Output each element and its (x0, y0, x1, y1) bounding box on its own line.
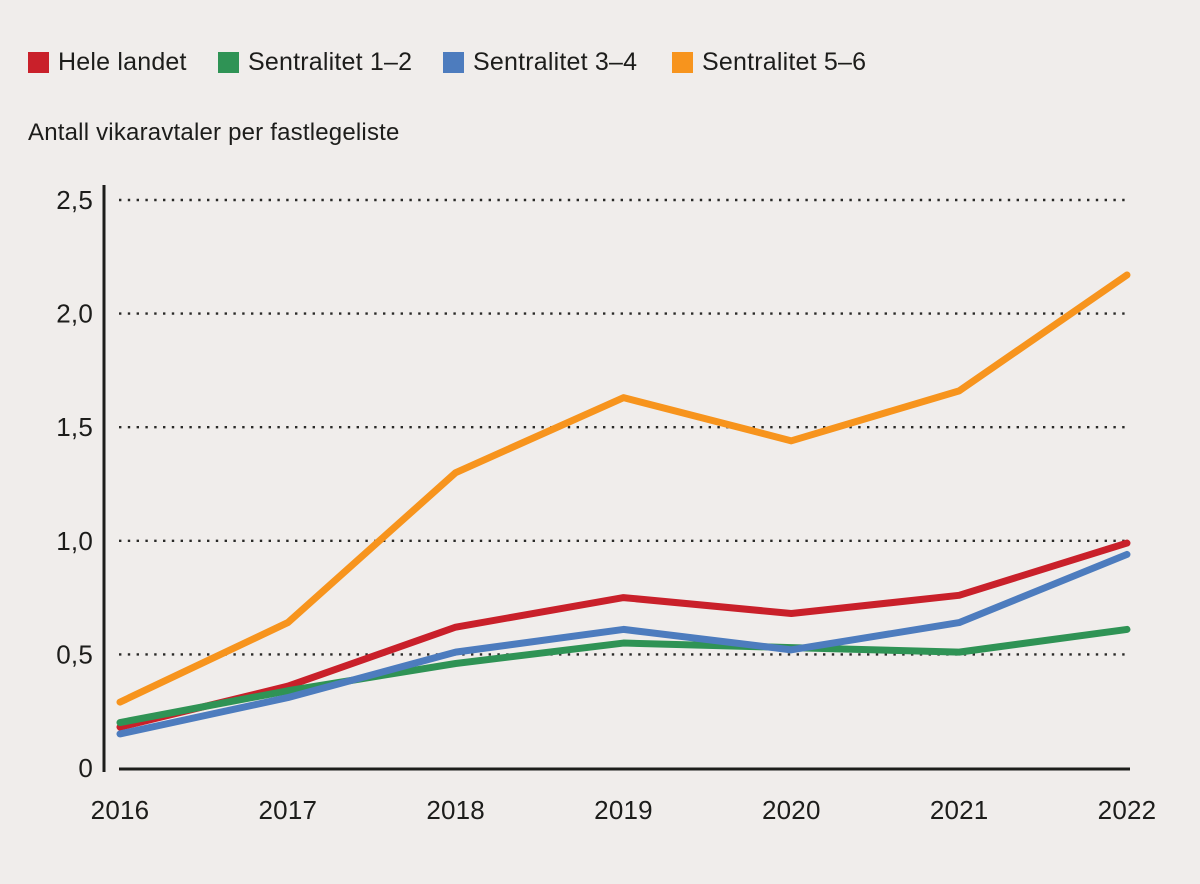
x-tick-label: 2021 (930, 795, 989, 825)
series-line-sentralitet-1-2 (116, 625, 1131, 727)
legend-label: Sentralitet 1–2 (248, 48, 413, 76)
legend-swatch-red (28, 52, 49, 73)
legend-item-sentralitet-5-6: Sentralitet 5–6 (672, 48, 867, 76)
series-line-sentralitet-5-6 (116, 271, 1131, 706)
legend-swatch-blue (443, 52, 464, 73)
y-axis-title: Antall vikaravtaler per fastlegeliste (28, 119, 400, 146)
x-tick-label: 2016 (91, 795, 150, 825)
legend-item-hele-landet: Hele landet (28, 48, 187, 76)
legend-label: Sentralitet 5–6 (702, 48, 867, 76)
y-tick-label: 2,5 (56, 185, 93, 215)
legend-label: Sentralitet 3–4 (473, 48, 638, 76)
series-line-hele-landet (116, 539, 1131, 731)
legend-label: Hele landet (58, 48, 187, 76)
y-tick-label: 0,5 (56, 639, 93, 669)
legend-item-sentralitet-3-4: Sentralitet 3–4 (443, 48, 638, 76)
x-tick-label: 2017 (259, 795, 318, 825)
x-tick-label: 2018 (426, 795, 485, 825)
y-tick-label: 1,0 (56, 526, 93, 556)
y-tick-label: 2,0 (56, 299, 93, 329)
legend-swatch-green (218, 52, 239, 73)
x-tick-label: 2022 (1098, 795, 1157, 825)
x-tick-label: 2020 (762, 795, 821, 825)
legend-item-sentralitet-1-2: Sentralitet 1–2 (218, 48, 413, 76)
x-tick-label: 2019 (594, 795, 653, 825)
legend-swatch-orange (672, 52, 693, 73)
series-line-sentralitet-3-4 (116, 550, 1131, 738)
y-tick-label: 1,5 (56, 412, 93, 442)
y-tick-label: 0 (78, 753, 93, 783)
